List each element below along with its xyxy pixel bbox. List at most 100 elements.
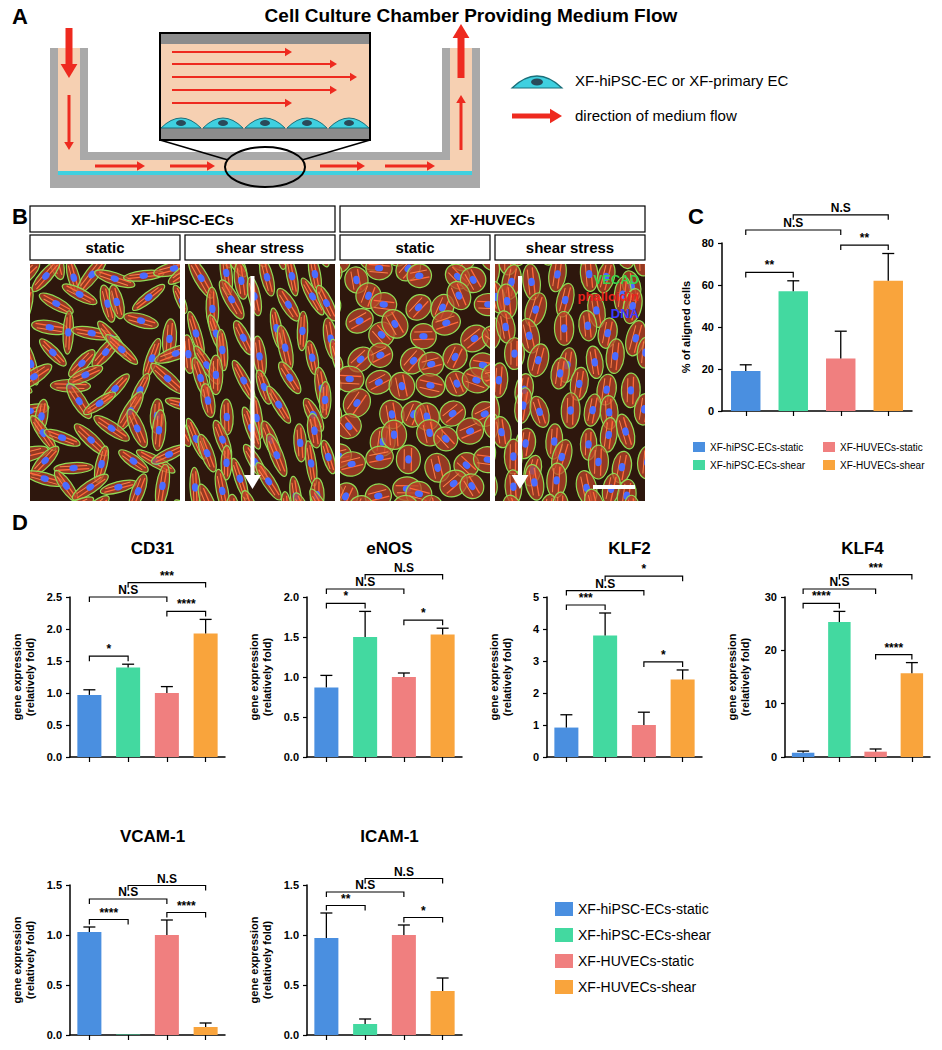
svg-text:**: **	[341, 892, 351, 906]
svg-text:1.0: 1.0	[47, 929, 62, 941]
svg-text:0: 0	[533, 751, 539, 763]
svg-text:N.S: N.S	[394, 865, 414, 879]
svg-text:VECAD: VECAD	[593, 272, 639, 287]
svg-text:gene expression: gene expression	[488, 633, 500, 720]
svg-text:0.5: 0.5	[47, 979, 62, 991]
svg-text:20: 20	[765, 644, 777, 656]
svg-text:0.0: 0.0	[284, 1029, 299, 1041]
svg-text:*: *	[106, 642, 111, 656]
svg-text:***: ***	[160, 569, 174, 583]
svg-text:80: 80	[702, 237, 714, 249]
svg-text:KLF2: KLF2	[608, 539, 651, 558]
svg-text:0.5: 0.5	[284, 711, 299, 723]
svg-text:B: B	[12, 204, 28, 229]
svg-text:A: A	[12, 4, 28, 29]
svg-text:KLF4: KLF4	[841, 539, 884, 558]
svg-text:D: D	[12, 510, 28, 535]
svg-text:(relatively fold): (relatively fold)	[261, 638, 273, 717]
svg-text:XF-HUVECs-shear: XF-HUVECs-shear	[840, 460, 925, 471]
svg-text:*: *	[421, 606, 426, 620]
svg-text:N.S: N.S	[394, 561, 414, 575]
svg-text:static: static	[85, 239, 124, 256]
svg-text:1.0: 1.0	[284, 929, 299, 941]
svg-text:(relatively fold): (relatively fold)	[739, 638, 751, 717]
svg-text:3: 3	[533, 655, 539, 667]
svg-text:gene expression: gene expression	[726, 633, 738, 720]
svg-text:shear stress: shear stress	[526, 239, 614, 256]
svg-text:direction of medium flow: direction of medium flow	[575, 107, 737, 124]
svg-text:ICAM-1: ICAM-1	[360, 827, 419, 846]
svg-text:(relatively fold): (relatively fold)	[24, 638, 36, 717]
svg-text:(relatively fold): (relatively fold)	[501, 638, 513, 717]
svg-text:1.5: 1.5	[284, 631, 299, 643]
svg-text:XF-hiPSC-ECs-shear: XF-hiPSC-ECs-shear	[710, 460, 806, 471]
svg-text:2: 2	[533, 687, 539, 699]
svg-text:2.5: 2.5	[47, 591, 62, 603]
svg-text:N.S: N.S	[783, 216, 804, 230]
svg-text:(relatively fold): (relatively fold)	[24, 921, 36, 1000]
svg-text:*: *	[421, 904, 426, 918]
svg-text:****: ****	[884, 641, 903, 655]
svg-text:0.5: 0.5	[47, 719, 62, 731]
svg-text:20: 20	[702, 363, 714, 375]
svg-text:XF-HUVECs-static: XF-HUVECs-static	[840, 442, 923, 453]
svg-text:XF-HUVECs: XF-HUVECs	[450, 211, 535, 228]
svg-text:XF-HUVECs-shear: XF-HUVECs-shear	[578, 979, 697, 995]
svg-text:***: ***	[579, 591, 593, 605]
svg-text:***: ***	[869, 561, 883, 575]
svg-text:****: ****	[177, 899, 196, 913]
svg-text:1.5: 1.5	[284, 879, 299, 891]
svg-text:eNOS: eNOS	[366, 539, 412, 558]
svg-text:*: *	[661, 648, 666, 662]
svg-text:40: 40	[702, 321, 714, 333]
svg-text:static: static	[395, 239, 434, 256]
svg-text:% of aligned cells: % of aligned cells	[680, 281, 692, 373]
svg-text:**: **	[765, 258, 775, 272]
svg-text:Cell Culture Chamber Providing: Cell Culture Chamber Providing Medium Fl…	[265, 5, 678, 26]
svg-text:N.S: N.S	[595, 576, 616, 591]
svg-text:0: 0	[771, 751, 777, 763]
svg-text:****: ****	[812, 589, 831, 603]
svg-text:30: 30	[765, 591, 777, 603]
svg-text:XF-hiPSC-EC or XF-primary EC: XF-hiPSC-EC or XF-primary EC	[575, 72, 789, 89]
svg-text:CD31: CD31	[131, 539, 174, 558]
svg-text:0.0: 0.0	[47, 751, 62, 763]
svg-text:XF-hiPSC-ECs-static: XF-hiPSC-ECs-static	[578, 901, 709, 917]
svg-text:1.5: 1.5	[47, 655, 62, 667]
svg-text:XF-hiPSC-ECs-static: XF-hiPSC-ECs-static	[710, 442, 803, 453]
svg-text:XF-HUVECs-static: XF-HUVECs-static	[578, 953, 694, 969]
svg-text:****: ****	[99, 906, 118, 920]
svg-text:gene expression: gene expression	[248, 916, 260, 1003]
svg-text:shear stress: shear stress	[216, 239, 304, 256]
svg-text:XF-hiPSC-ECs-shear: XF-hiPSC-ECs-shear	[578, 927, 711, 943]
svg-text:****: ****	[177, 597, 196, 611]
svg-text:1.0: 1.0	[284, 671, 299, 683]
svg-text:1.0: 1.0	[47, 687, 62, 699]
svg-text:VCAM-1: VCAM-1	[120, 827, 185, 846]
svg-text:0.0: 0.0	[47, 1029, 62, 1041]
svg-text:1: 1	[533, 719, 539, 731]
svg-text:(relatively fold): (relatively fold)	[261, 921, 273, 1000]
svg-text:0.0: 0.0	[284, 751, 299, 763]
svg-text:N.S: N.S	[157, 872, 177, 886]
svg-text:phalloidin: phalloidin	[578, 289, 639, 304]
svg-text:2.0: 2.0	[284, 591, 299, 603]
svg-text:0: 0	[708, 405, 714, 417]
svg-text:0.5: 0.5	[284, 979, 299, 991]
svg-text:gene expression: gene expression	[11, 916, 23, 1003]
svg-text:XF-hiPSC-ECs: XF-hiPSC-ECs	[131, 211, 234, 228]
svg-text:C: C	[688, 204, 704, 229]
svg-text:*: *	[642, 562, 647, 576]
svg-text:2.0: 2.0	[47, 623, 62, 635]
svg-text:60: 60	[702, 279, 714, 291]
svg-text:10: 10	[765, 698, 777, 710]
svg-text:*: *	[343, 589, 348, 603]
svg-text:gene expression: gene expression	[11, 633, 23, 720]
svg-text:DNA: DNA	[611, 306, 640, 321]
svg-text:**: **	[860, 231, 870, 245]
svg-text:4: 4	[533, 623, 540, 635]
svg-text:gene expression: gene expression	[248, 633, 260, 720]
svg-text:1.5: 1.5	[47, 879, 62, 891]
svg-text:5: 5	[533, 591, 539, 603]
svg-text:N.S: N.S	[831, 201, 851, 215]
